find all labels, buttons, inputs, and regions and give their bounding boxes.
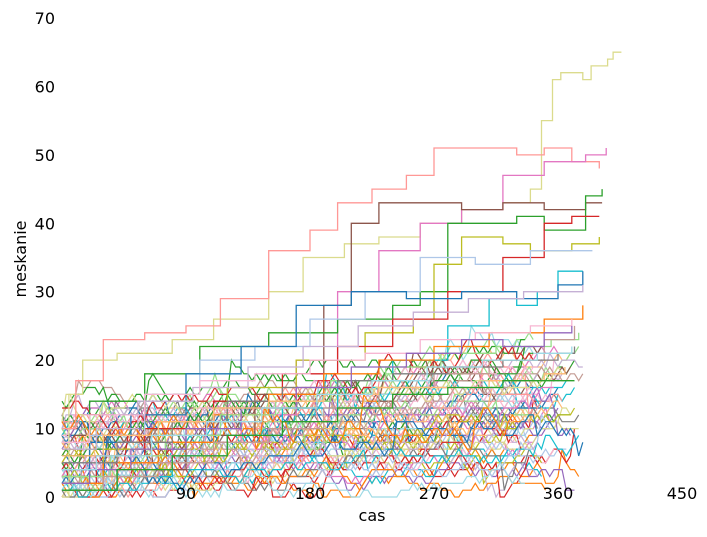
y-tick-label: 30 [35,283,55,302]
series-line-2 [62,147,600,430]
x-tick-label: 270 [419,484,450,503]
series-line-8 [62,250,593,464]
x-axis: 90 180 270 360 450 [176,484,697,503]
x-tick-label: 180 [295,484,326,503]
x-tick-label: 90 [176,484,196,503]
series-line-14 [62,319,573,443]
series-line [61,454,525,499]
y-tick-label: 0 [45,488,55,507]
y-tick-label: 60 [35,77,55,96]
series-line [61,413,551,492]
series-line [61,365,547,443]
x-tick-label: 360 [543,484,574,503]
series-line-19 [62,346,573,471]
series-line-10 [62,271,584,471]
series-line [61,434,580,498]
series-line [62,352,534,430]
y-tick-label: 10 [35,420,55,439]
series-line [61,414,584,492]
series-line [61,392,521,450]
y-axis: 0 10 20 30 40 50 60 70 [35,9,55,507]
y-tick-label: 20 [35,351,55,370]
y-axis-label: meskanie [11,221,30,298]
y-tick-label: 50 [35,146,55,165]
x-axis-label: cas [359,506,386,525]
series-line-12 [62,284,584,450]
y-tick-label: 70 [35,9,55,28]
series-line [62,365,584,486]
series-line [61,427,522,485]
y-tick-label: 40 [35,214,55,233]
series-line [62,339,538,430]
x-tick-label: 450 [667,484,698,503]
series-line-20 [62,380,575,491]
series-lines [61,51,622,499]
